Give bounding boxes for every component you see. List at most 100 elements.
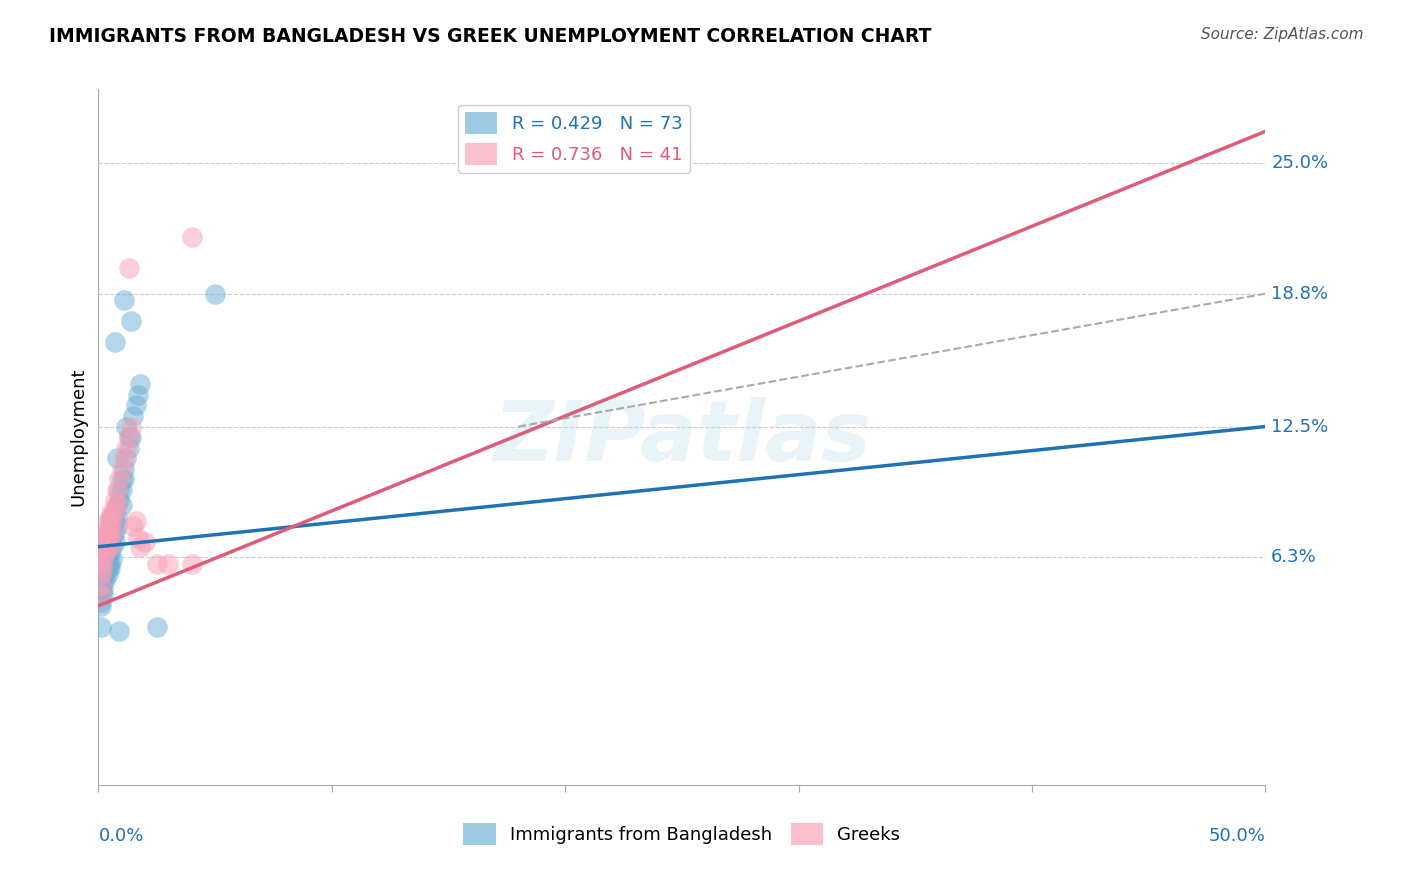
Point xyxy=(104,504,127,518)
Point xyxy=(104,493,127,508)
Point xyxy=(157,557,180,571)
Text: Source: ZipAtlas.com: Source: ZipAtlas.com xyxy=(1201,27,1364,42)
Point xyxy=(125,515,148,529)
Point xyxy=(105,483,128,497)
Point xyxy=(97,531,120,545)
Point xyxy=(115,451,138,466)
Point xyxy=(118,261,141,276)
Point xyxy=(97,524,120,539)
Point xyxy=(90,567,112,582)
Text: 6.3%: 6.3% xyxy=(1271,549,1317,566)
Point xyxy=(112,293,135,307)
Point xyxy=(104,515,127,529)
Point xyxy=(101,515,124,529)
Point xyxy=(134,535,156,549)
Point xyxy=(111,461,134,475)
Point xyxy=(204,286,226,301)
Point xyxy=(90,557,112,571)
Point xyxy=(91,540,114,554)
Point xyxy=(127,388,149,402)
Point xyxy=(90,588,112,602)
Point xyxy=(120,430,142,444)
Point xyxy=(111,472,134,486)
Point xyxy=(112,472,135,486)
Point xyxy=(91,588,114,602)
Point xyxy=(108,483,131,497)
Text: 50.0%: 50.0% xyxy=(1209,827,1265,845)
Point xyxy=(94,535,117,549)
Point xyxy=(90,552,112,566)
Point xyxy=(98,515,121,529)
Point xyxy=(91,561,114,575)
Point xyxy=(112,461,135,475)
Text: 0.0%: 0.0% xyxy=(98,827,143,845)
Point xyxy=(97,524,120,539)
Y-axis label: Unemployment: Unemployment xyxy=(69,368,87,507)
Point xyxy=(91,557,114,571)
Point xyxy=(98,510,121,524)
Point xyxy=(97,546,120,560)
Point xyxy=(94,567,117,582)
Point xyxy=(98,531,121,545)
Point xyxy=(90,567,112,582)
Point xyxy=(94,546,117,560)
Point xyxy=(91,540,114,554)
Point xyxy=(104,504,127,518)
Point xyxy=(104,335,127,350)
Point xyxy=(101,531,124,545)
Point xyxy=(90,588,112,602)
Point xyxy=(111,483,134,497)
Point xyxy=(122,518,145,533)
Point xyxy=(90,582,112,596)
Point xyxy=(101,552,124,566)
Point xyxy=(91,552,114,566)
Point xyxy=(108,472,131,486)
Point xyxy=(122,409,145,423)
Point xyxy=(97,552,120,566)
Point xyxy=(91,582,114,596)
Point xyxy=(94,546,117,560)
Point xyxy=(105,498,128,512)
Point xyxy=(94,552,117,566)
Point xyxy=(98,540,121,554)
Point xyxy=(97,540,120,554)
Point xyxy=(115,441,138,455)
Point xyxy=(98,546,121,560)
Point xyxy=(94,531,117,545)
Point xyxy=(105,498,128,512)
Point xyxy=(90,599,112,613)
Point xyxy=(97,535,120,549)
Point xyxy=(104,535,127,549)
Point xyxy=(98,561,121,575)
Point xyxy=(98,518,121,533)
Point xyxy=(104,524,127,539)
Text: ZIPatlas: ZIPatlas xyxy=(494,397,870,477)
Point xyxy=(127,531,149,545)
Text: 12.5%: 12.5% xyxy=(1271,417,1329,435)
Legend: Immigrants from Bangladesh, Greeks: Immigrants from Bangladesh, Greeks xyxy=(456,816,908,853)
Point xyxy=(90,546,112,560)
Point xyxy=(90,577,112,591)
Text: 18.8%: 18.8% xyxy=(1271,285,1329,302)
Point xyxy=(125,399,148,413)
Point xyxy=(94,524,117,539)
Point xyxy=(101,510,124,524)
Point xyxy=(129,377,152,392)
Point xyxy=(97,567,120,582)
Point xyxy=(97,515,120,529)
Point xyxy=(180,229,202,244)
Point xyxy=(90,561,112,575)
Point xyxy=(118,430,141,444)
Point xyxy=(108,624,131,638)
Point xyxy=(94,561,117,575)
Point xyxy=(90,620,112,634)
Point xyxy=(98,535,121,549)
Point xyxy=(94,540,117,554)
Point xyxy=(90,594,112,608)
Point xyxy=(112,451,135,466)
Point xyxy=(91,574,114,588)
Point xyxy=(105,518,128,533)
Point xyxy=(129,540,152,554)
Point xyxy=(105,451,128,466)
Point xyxy=(101,524,124,539)
